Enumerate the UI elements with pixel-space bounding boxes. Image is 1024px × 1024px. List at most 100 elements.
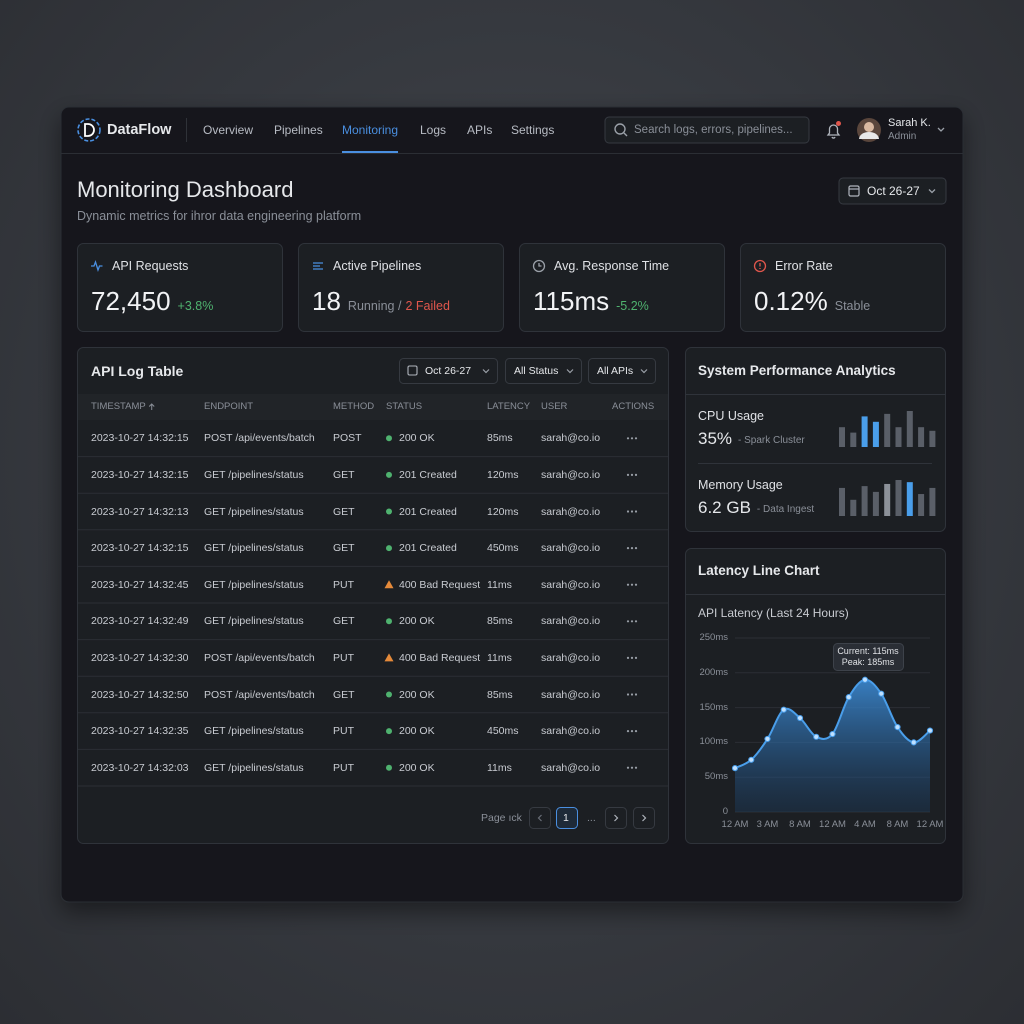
last-chevron [642,814,647,822]
date-range-button[interactable] [838,177,947,205]
chart-subtitle: API Latency (Last 24 Hours) [698,606,849,620]
brand: DataFlow [107,122,172,138]
metric-label: Memory Usage [698,478,783,492]
kpi-label: API Requests [112,259,189,273]
metric-bar [839,487,845,516]
nav-tab[interactable]: Logs [420,123,447,137]
page-number[interactable]: 1 [563,812,569,824]
search-box[interactable] [604,116,810,144]
status-ok-dot [386,508,392,515]
table-cell: 2023-10-27 14:32:15 [91,542,189,555]
row-actions[interactable] [626,620,638,623]
table-title: API Log Table [91,363,184,379]
kpi-icon [313,262,323,270]
prev-page-button[interactable] [529,807,551,829]
metric-source: - Data Ingest [756,504,815,515]
latency-point [829,730,836,738]
table-cell: POST /api/events/batch [204,688,315,701]
column-header: USER [541,401,568,412]
status-ok-dot [386,764,392,771]
table-cell: PUT [333,578,354,591]
avatar[interactable] [857,118,881,142]
next-chevron [614,814,619,822]
page-button[interactable] [556,807,578,829]
table-cell: 85ms [487,688,513,701]
filter-button[interactable] [588,358,656,384]
x-tick-label: 12 AM [721,819,749,830]
row-actions[interactable] [626,473,638,476]
row-actions[interactable] [626,510,638,513]
filter-chevron [482,369,490,374]
search-placeholder[interactable]: Search logs, errors, pipelines... [634,124,793,136]
x-tick-label: 4 AM [854,819,876,830]
status-ok-dot [386,618,392,625]
metric-bar [872,421,879,447]
filter-label[interactable]: All Status [514,365,559,377]
notifications-icon[interactable] [826,121,841,139]
kpi-value-row: 115ms -5.2% [533,286,649,317]
table-cell: 11ms [487,651,512,664]
next-page-button[interactable] [605,807,627,829]
column-header: ACTIONS [612,401,655,412]
column-header: ENDPOINT [204,401,254,412]
metric-bar [906,482,913,516]
latency-point [796,714,804,722]
x-tick-label: 8 AM [789,819,811,830]
row-actions[interactable] [626,730,638,733]
nav-tab[interactable]: Overview [203,123,254,137]
date-range-label[interactable]: Oct 26-27 [867,184,920,198]
filter-label[interactable]: Oct 26-27 [425,365,472,377]
user-menu-chevron[interactable] [937,127,945,132]
filter-button[interactable] [505,358,582,384]
latency-point [878,690,885,697]
last-page-button[interactable] [633,807,655,829]
table-cell: 11ms [487,578,512,591]
metric-label: CPU Usage [698,409,764,423]
chart-tooltip [833,643,904,671]
table-cell: PUT [333,651,354,664]
kpi-icon [532,259,546,273]
metric-bar [872,491,879,516]
latency-point [748,756,755,763]
table-cell: 200 OK [399,432,435,445]
table-cell: GET [333,615,355,628]
table-cell: 2023-10-27 14:32:35 [91,725,189,738]
table-cell: 85ms [487,615,513,628]
kpi-notes: Stable [835,299,870,313]
table-cell: sarah@co.io [541,432,601,445]
row-actions[interactable] [626,437,638,440]
table-cell: 400 Bad Request [399,578,481,591]
user-name: Sarah K. [888,117,931,129]
row-actions[interactable] [626,583,638,586]
row-actions[interactable] [626,656,638,660]
nav-tab[interactable]: Monitoring [342,123,399,137]
y-tick-label: 50ms [704,771,728,783]
table-cell: GET [333,505,355,518]
table-cell: 200 OK [399,688,435,701]
column-header[interactable]: TIMESTAMP [91,401,146,412]
nav-tab[interactable]: Pipelines [274,123,323,137]
column-header: LATENCY [487,401,531,412]
row-actions[interactable] [626,693,638,696]
row-actions[interactable] [626,766,638,769]
table-header-row [78,394,668,420]
calendar-icon [407,365,418,376]
latency-point [764,735,771,743]
kpi-value: 18 [312,286,341,316]
latency-point [813,733,820,740]
latency-point [780,706,787,713]
row-actions[interactable] [626,547,638,550]
active-tab-indicator [342,151,399,153]
table-cell: 120ms [487,505,519,518]
kpi-note: 2 Failed [405,299,450,313]
nav-tab[interactable]: Settings [511,123,555,137]
metric-bar [884,483,891,516]
nav-tab[interactable]: APIs [467,123,493,137]
table-cell: sarah@co.io [541,651,601,664]
page-subtitle: Dynamic metrics for ihror data engineeri… [77,209,362,223]
filter-label[interactable]: All APIs [597,365,634,377]
date-chevron [928,189,936,194]
table-cell: sarah@co.io [541,725,601,738]
filter-chevron [566,369,574,374]
filter-button[interactable] [399,358,498,384]
